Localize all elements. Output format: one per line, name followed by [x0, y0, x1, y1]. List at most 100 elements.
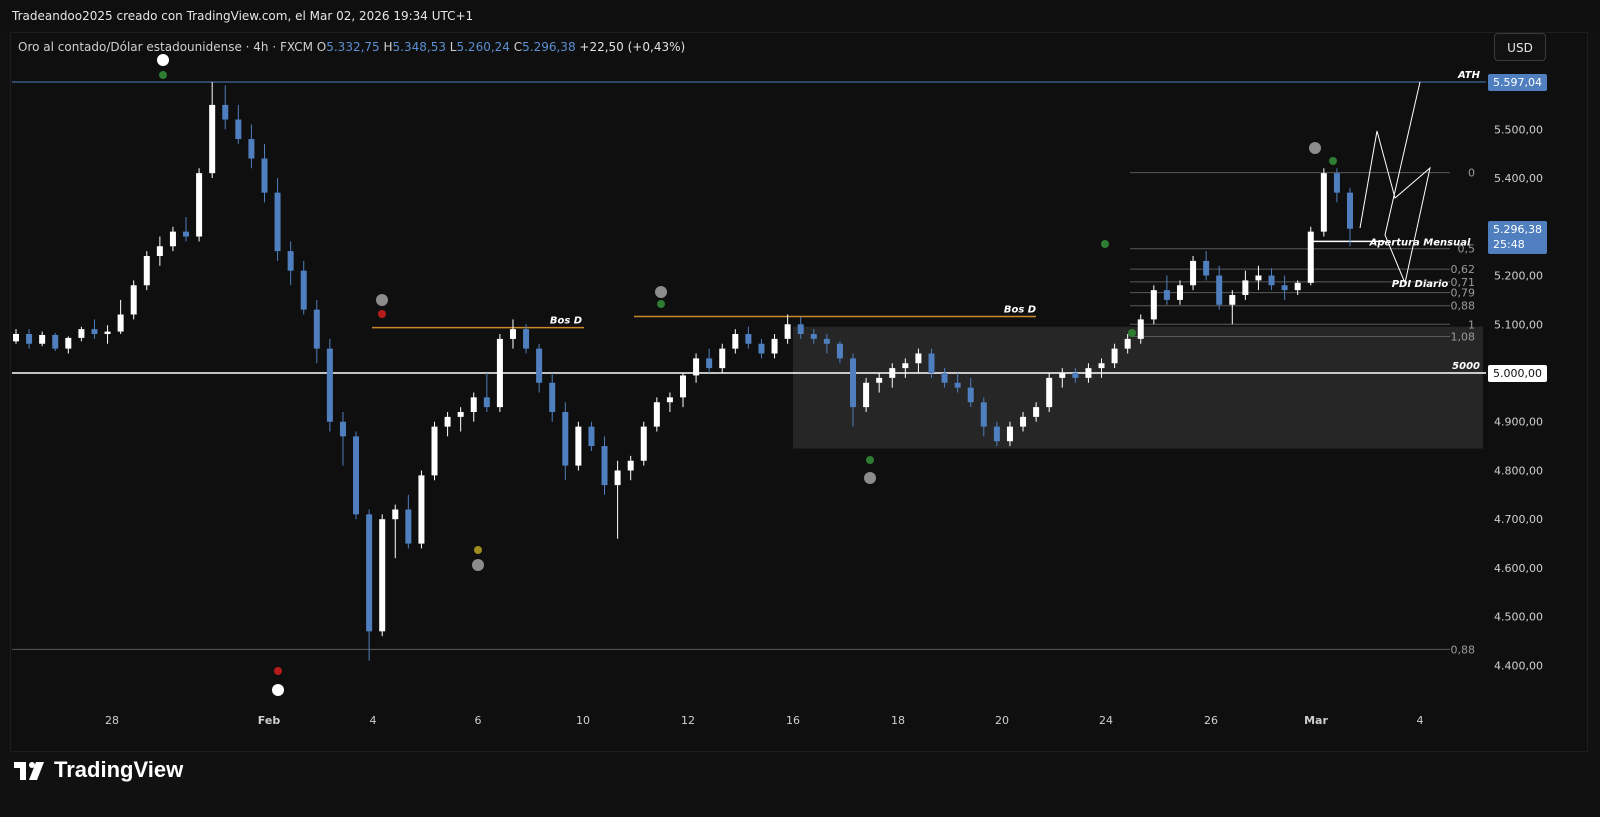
candle-body-69[interactable] [915, 353, 922, 364]
candle-body-15[interactable] [209, 104, 216, 174]
candle-body-55[interactable] [732, 334, 739, 349]
candle-body-11[interactable] [156, 246, 163, 257]
candle-body-101[interactable] [1333, 173, 1340, 193]
candle-body-97[interactable] [1281, 285, 1288, 291]
symbol-name[interactable]: Oro al contado/Dólar estadounidense · 4h… [18, 40, 313, 54]
candle-body-99[interactable] [1307, 231, 1314, 283]
candle-body-28[interactable] [379, 519, 386, 632]
candle-body-26[interactable] [353, 436, 360, 515]
candle-body-29[interactable] [392, 509, 399, 520]
candle-body-39[interactable] [523, 329, 530, 349]
candle-body-36[interactable] [483, 397, 490, 408]
candle-body-43[interactable] [575, 426, 582, 466]
candle-body-56[interactable] [745, 334, 752, 344]
candle-body-4[interactable] [65, 337, 72, 349]
candle-body-72[interactable] [954, 382, 961, 388]
candle-body-51[interactable] [680, 375, 686, 398]
candle-body-10[interactable] [143, 256, 150, 286]
candle-body-31[interactable] [418, 475, 425, 544]
candle-body-92[interactable] [1216, 275, 1223, 305]
candle-body-93[interactable] [1229, 295, 1236, 305]
candle-body-83[interactable] [1098, 363, 1105, 369]
candle-body-21[interactable] [287, 251, 294, 271]
candle-body-82[interactable] [1085, 368, 1092, 378]
candle-body-7[interactable] [104, 331, 111, 335]
candle-body-52[interactable] [693, 358, 700, 376]
candle-body-53[interactable] [706, 358, 713, 369]
candle-body-9[interactable] [130, 285, 137, 315]
candle-body-19[interactable] [261, 158, 268, 193]
candle-body-68[interactable] [902, 363, 909, 369]
currency-button[interactable]: USD [1494, 33, 1546, 61]
candle-body-46[interactable] [614, 470, 621, 486]
candle-body-87[interactable] [1150, 290, 1157, 320]
candle-body-67[interactable] [889, 368, 896, 378]
candle-body-45[interactable] [601, 446, 608, 486]
candle-body-2[interactable] [39, 334, 46, 344]
candle-body-16[interactable] [222, 104, 229, 120]
candle-body-86[interactable] [1137, 319, 1144, 339]
candle-body-60[interactable] [797, 324, 804, 335]
candle-body-98[interactable] [1294, 282, 1301, 291]
candle-body-95[interactable] [1255, 275, 1262, 281]
candle-body-30[interactable] [405, 509, 412, 544]
candle-body-38[interactable] [509, 329, 516, 339]
candle-body-47[interactable] [627, 460, 634, 471]
candle-body-64[interactable] [850, 358, 857, 408]
candle-body-70[interactable] [928, 353, 935, 373]
candle-body-13[interactable] [183, 231, 190, 237]
candle-body-3[interactable] [52, 334, 59, 349]
candle-body-73[interactable] [967, 387, 974, 403]
candle-body-0[interactable] [13, 334, 19, 342]
candle-body-61[interactable] [810, 334, 817, 339]
candle-body-37[interactable] [496, 338, 503, 408]
candle-body-6[interactable] [91, 329, 98, 335]
candle-body-48[interactable] [640, 426, 647, 461]
candle-body-20[interactable] [274, 192, 281, 252]
candle-body-5[interactable] [78, 329, 85, 338]
candle-body-62[interactable] [823, 338, 830, 344]
candle-body-77[interactable] [1020, 416, 1027, 427]
candle-body-81[interactable] [1072, 373, 1079, 378]
candle-body-71[interactable] [941, 373, 948, 383]
candle-body-25[interactable] [339, 421, 346, 437]
candle-body-54[interactable] [719, 348, 726, 369]
candle-body-35[interactable] [470, 397, 477, 412]
candle-body-91[interactable] [1203, 260, 1210, 276]
candle-body-102[interactable] [1347, 192, 1353, 229]
candle-body-57[interactable] [758, 343, 765, 354]
candle-body-85[interactable] [1124, 338, 1131, 349]
candle-body-27[interactable] [366, 514, 373, 632]
candle-body-23[interactable] [313, 309, 320, 349]
candle-body-58[interactable] [771, 338, 778, 354]
candle-body-74[interactable] [980, 402, 987, 427]
candle-body-65[interactable] [863, 382, 870, 408]
candle-body-50[interactable] [666, 397, 673, 403]
candle-body-78[interactable] [1033, 407, 1040, 417]
candle-body-22[interactable] [300, 270, 307, 310]
candle-body-18[interactable] [248, 139, 255, 159]
candle-body-63[interactable] [836, 343, 843, 359]
candle-body-24[interactable] [326, 348, 333, 422]
candle-body-40[interactable] [536, 348, 543, 383]
candle-body-76[interactable] [1006, 426, 1013, 442]
candle-body-89[interactable] [1176, 285, 1183, 300]
candle-body-44[interactable] [588, 426, 595, 447]
candle-body-8[interactable] [117, 314, 124, 332]
candle-body-84[interactable] [1111, 348, 1118, 364]
candle-body-75[interactable] [993, 426, 1000, 442]
candle-body-1[interactable] [26, 334, 33, 344]
candle-body-59[interactable] [784, 324, 791, 339]
candle-body-80[interactable] [1059, 373, 1066, 378]
candle-body-32[interactable] [431, 426, 438, 476]
candle-body-90[interactable] [1190, 260, 1197, 286]
candle-body-94[interactable] [1242, 280, 1249, 296]
candle-body-49[interactable] [653, 402, 660, 427]
candle-body-12[interactable] [169, 231, 176, 247]
candle-body-96[interactable] [1268, 275, 1275, 286]
candle-body-42[interactable] [562, 411, 569, 466]
candle-body-33[interactable] [444, 416, 451, 427]
candle-body-79[interactable] [1046, 377, 1053, 408]
candle-body-14[interactable] [196, 173, 203, 237]
